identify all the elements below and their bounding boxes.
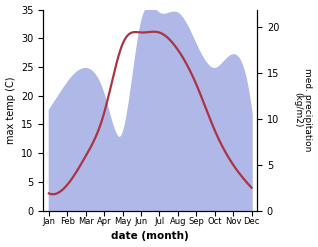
Y-axis label: max temp (C): max temp (C) <box>5 76 16 144</box>
Y-axis label: med. precipitation
(kg/m2): med. precipitation (kg/m2) <box>293 68 313 152</box>
X-axis label: date (month): date (month) <box>111 231 189 242</box>
